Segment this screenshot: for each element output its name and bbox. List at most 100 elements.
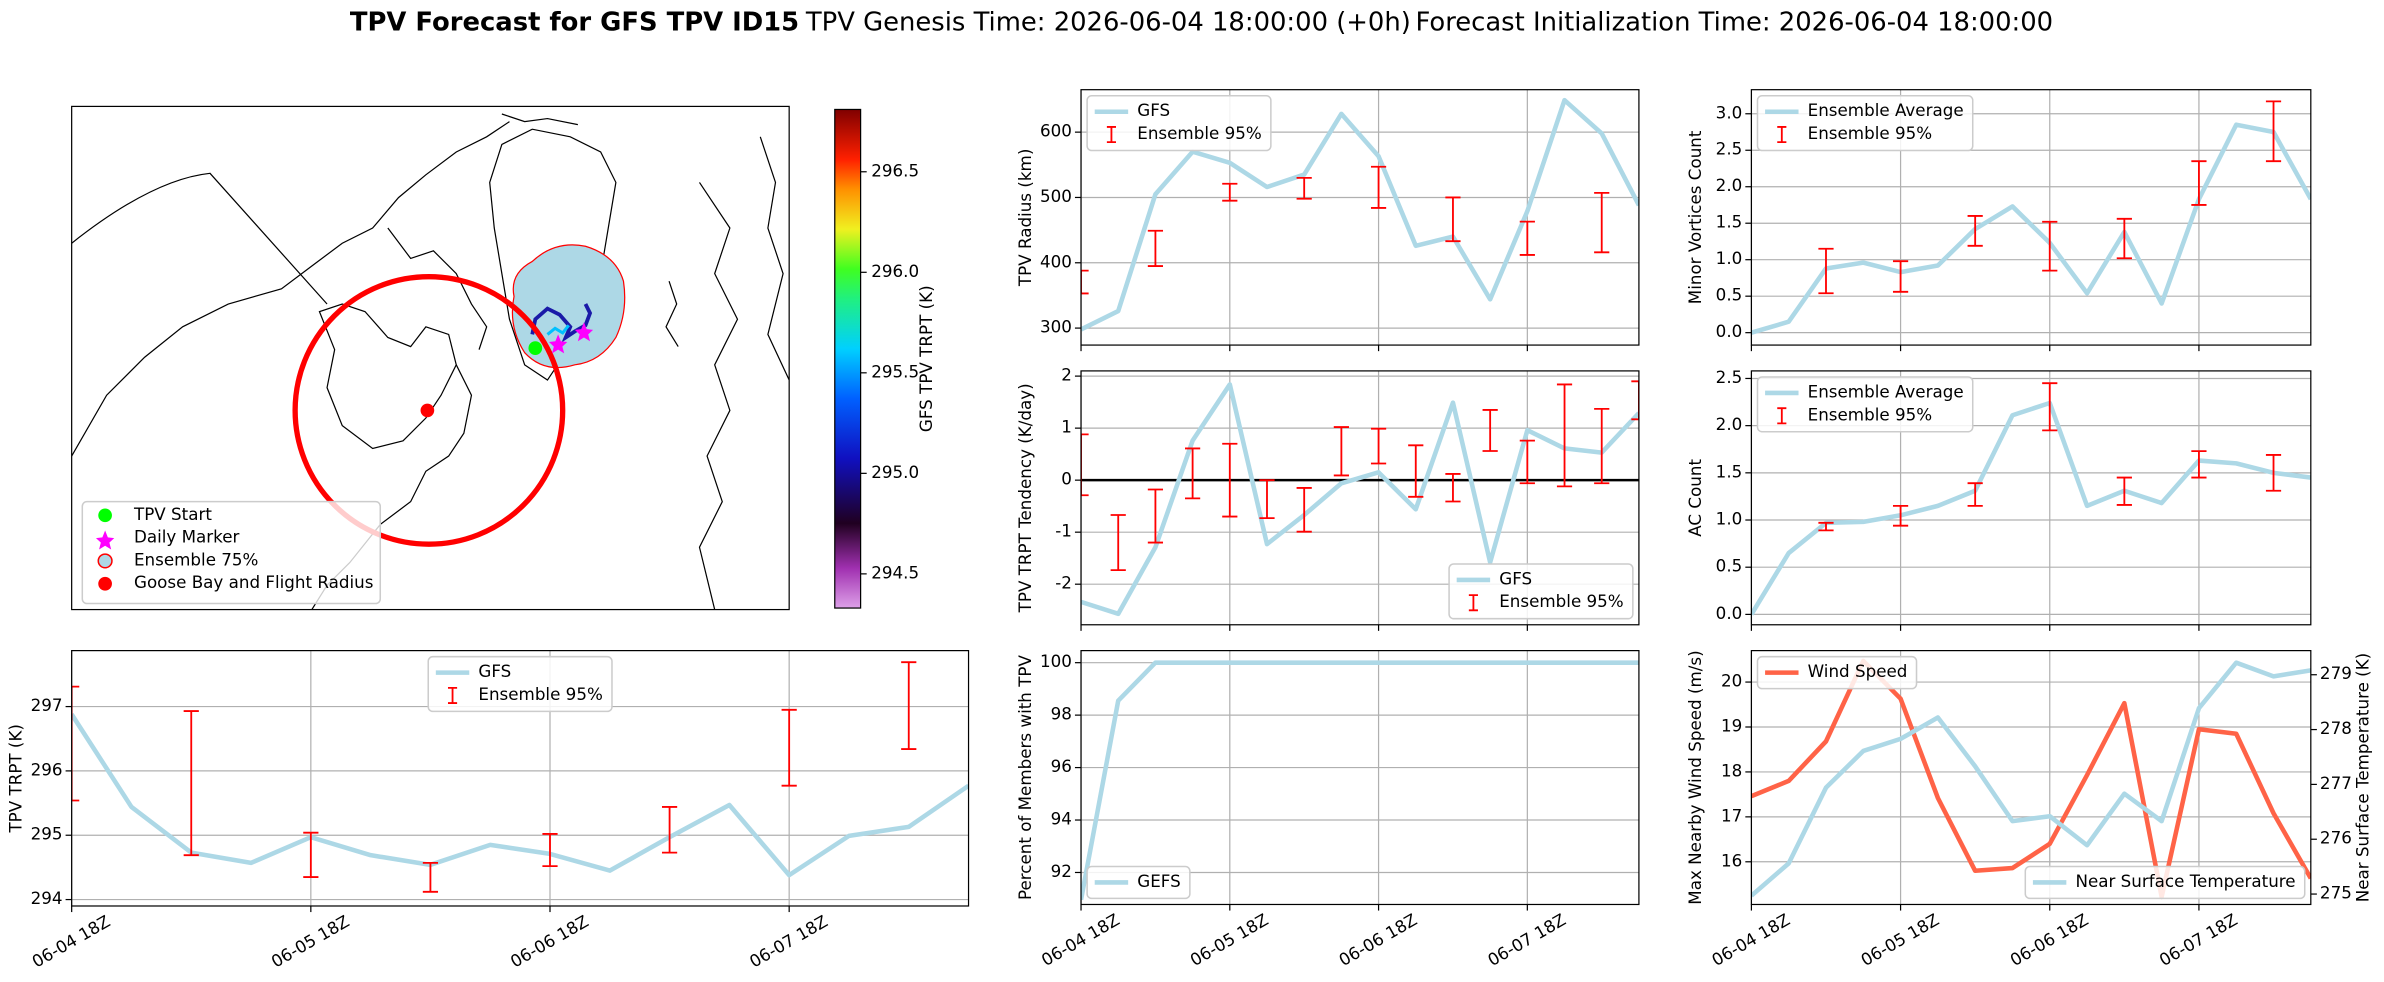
y-tick-label: 3.0 <box>1716 102 1743 122</box>
coastline <box>665 281 679 347</box>
x-tick-label: 06-04 18Z <box>1708 909 1793 970</box>
y-tick-label: 0.0 <box>1716 321 1743 341</box>
error-bar <box>1556 383 1573 488</box>
error-bar <box>901 661 917 750</box>
plot-area <box>1751 382 2311 616</box>
colorbar-tick-label: 296.5 <box>871 160 919 180</box>
plot-frame <box>71 650 970 907</box>
legend-box <box>1756 376 1974 433</box>
plot-frame <box>1750 650 2312 906</box>
y-axis-label: Max Nearby Wind Speed (m/s) <box>1685 650 1705 904</box>
x-tick-label: 06-07 18Z <box>2156 909 2241 970</box>
coastline <box>501 113 578 126</box>
legend-label: Goose Bay and Flight Radius <box>134 572 373 592</box>
error-bar <box>2265 100 2282 163</box>
legend-box <box>1086 95 1272 152</box>
y-tick-label: 96 <box>1051 756 1072 776</box>
y2-tick-label: 275 <box>2320 883 2352 903</box>
y-axis-label: TPV TRPT Tendency (K/day) <box>1015 383 1035 613</box>
line-chart: 0.0 0.5 1.0 1.5 2.0 2.5 AC Count Ensemble Avera… <box>1685 367 2312 631</box>
error-bar <box>661 806 678 854</box>
goose-bay <box>420 403 435 418</box>
error-bar <box>1967 482 1983 507</box>
flight-radius <box>292 274 566 547</box>
legend-icon <box>97 553 113 569</box>
line <box>1751 660 2311 898</box>
y-axis-label: AC Count <box>1685 459 1705 537</box>
legend: Wind Speed <box>1756 655 1918 690</box>
line-chart: 06-04 18Z 06-05 18Z 06-06 18Z 06-07 18Z 92 94… <box>1015 650 1640 970</box>
line <box>1081 660 1639 901</box>
legend-label: Ensemble 95% <box>1808 123 1932 143</box>
colorbar-tick-label: 296.0 <box>871 261 919 281</box>
error-bar <box>2116 217 2132 260</box>
map-frame <box>71 105 790 611</box>
legend-label: Ensemble Average <box>1808 381 1964 401</box>
y-axis-label: TPV TRPT (K) <box>5 724 25 834</box>
x-tick-label: 06-05 18Z <box>1187 909 1272 970</box>
error-bar <box>303 831 319 878</box>
error-bar <box>2042 382 2058 432</box>
error-bar <box>2191 450 2207 479</box>
map-content <box>71 113 790 610</box>
legend-icon <box>95 530 115 550</box>
error-bar <box>183 710 199 857</box>
legend-label: GFS <box>1137 100 1170 120</box>
legend-icon <box>1468 594 1478 612</box>
plot-area <box>1081 97 1639 332</box>
map-legend: TPV Start Daily Marker Ensemble 75% Goos… <box>81 500 382 605</box>
legend-icon <box>1777 126 1787 144</box>
y-tick-label: 294 <box>31 888 63 908</box>
error-bar <box>1408 444 1424 498</box>
plot-frame <box>1750 89 2312 346</box>
tpv-track <box>546 324 570 336</box>
coastline <box>318 303 457 450</box>
line <box>1081 97 1639 332</box>
y-tick-label: 1.0 <box>1716 248 1743 268</box>
y-tick-label: 2.5 <box>1716 139 1743 159</box>
y-tick-label: 20 <box>1721 671 1742 691</box>
x-tick-label: 06-07 18Z <box>746 911 831 972</box>
error-bar <box>1296 176 1312 200</box>
plot-frame <box>1080 89 1640 346</box>
legend-label: Ensemble Average <box>1808 100 1964 120</box>
y-tick-label: -1 <box>1055 521 1072 541</box>
daily-marker <box>574 322 594 342</box>
x-tick-label: 06-05 18Z <box>1857 909 1942 970</box>
colorbar-label: GFS TPV TRPT (K) <box>916 285 936 432</box>
error-bar <box>1081 269 1089 295</box>
tpv-track <box>530 303 593 343</box>
error-bar <box>1370 427 1387 465</box>
line-chart: 0.0 0.5 1.0 1.5 2.0 2.5 3.0 Minor Vortices Coun… <box>1685 89 2312 352</box>
error-bar <box>2191 160 2207 206</box>
legend: Ensemble Average Ensemble 95% <box>1756 376 1974 433</box>
error-bar <box>1222 442 1238 518</box>
boundary <box>71 172 328 305</box>
plot-frame <box>1750 370 2312 626</box>
error-bar <box>2265 453 2282 492</box>
error-bar <box>1631 380 1639 421</box>
line <box>1081 382 1639 617</box>
legend-box <box>1086 865 1191 900</box>
y-tick-label: 1.0 <box>1716 509 1743 529</box>
line <box>71 713 969 878</box>
legend-label: TPV Start <box>133 504 212 524</box>
x-tick-label: 06-04 18Z <box>28 911 113 972</box>
daily-marker <box>548 334 568 354</box>
error-bar <box>71 685 80 802</box>
legend-box <box>1756 95 1974 152</box>
colorbar <box>834 108 862 609</box>
legend-box <box>1756 655 1918 690</box>
legend-label: Ensemble 95% <box>478 684 602 704</box>
error-bar <box>1147 488 1164 544</box>
colorbar-tick-label: 295.5 <box>871 361 919 381</box>
coastline <box>698 182 739 610</box>
error-bar <box>1892 260 1909 293</box>
line-chart: -2 -1 0 1 2 TPV TRPT Tendency (K/day) GFS Ensem… <box>1015 365 1640 631</box>
line-chart: 06-04 18Z 06-05 18Z 06-06 18Z 06-07 18Z 16 17… <box>1685 650 2373 970</box>
error-bar <box>1892 504 1909 527</box>
error-bar <box>1818 247 1834 295</box>
plot-frame <box>1080 650 1640 906</box>
plot-area <box>1751 100 2311 335</box>
